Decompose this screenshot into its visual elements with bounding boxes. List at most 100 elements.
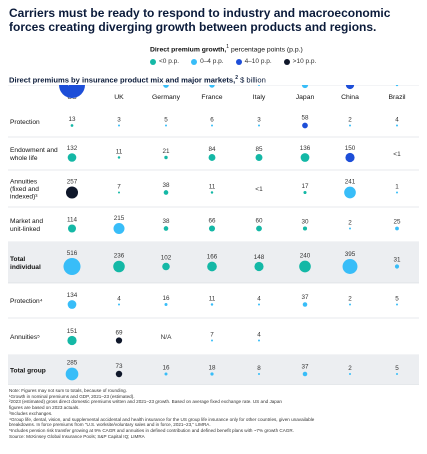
column-header: Italy xyxy=(253,94,266,101)
chart-subtitle: Direct premiums by insurance product mix… xyxy=(9,75,266,85)
cell-value: 5 xyxy=(395,296,399,303)
premium-bubble xyxy=(301,85,309,89)
footnote-line: ¹Growth in nominal premiums and GDP, 202… xyxy=(9,393,135,399)
premium-bubble xyxy=(118,303,120,306)
cell-value: 3 xyxy=(117,117,121,124)
column-header: China xyxy=(341,94,359,101)
cell-value: 4 xyxy=(395,117,399,124)
legend-title-rest: percentage points (p.p.) xyxy=(229,46,303,54)
premium-bubble xyxy=(211,124,213,127)
legend-label: >10 p.p. xyxy=(292,58,317,66)
premium-bubble xyxy=(118,124,120,127)
legend-title: Direct premium growth,1 percentage point… xyxy=(150,44,410,53)
cell-value: 134 xyxy=(67,292,78,299)
legend-title-bold: Direct premium growth, xyxy=(150,46,227,54)
column-header: UK xyxy=(114,94,124,101)
footnote-line: breakdowns. In force premiums from "U.S.… xyxy=(9,422,211,428)
premium-bubble xyxy=(258,303,260,306)
premium-bubble xyxy=(300,153,310,162)
premium-bubble xyxy=(67,224,77,233)
column-header: France xyxy=(201,94,222,101)
chart-subtitle-text: Direct premiums by insurance product mix… xyxy=(9,75,236,85)
premium-bubble xyxy=(65,367,79,381)
premium-bubble xyxy=(70,124,74,127)
column-header: Japan xyxy=(296,94,315,101)
row-label: Protection xyxy=(10,119,40,126)
premium-bubble xyxy=(164,155,168,160)
premium-bubble xyxy=(342,259,358,274)
cell-value: 285 xyxy=(67,360,78,367)
cell-value: 516 xyxy=(67,250,78,257)
premium-bubble xyxy=(67,300,77,309)
legend-swatch xyxy=(191,58,198,65)
premium-bubble xyxy=(302,226,308,231)
legend-label: 0–4 p.p. xyxy=(200,58,224,66)
row-label-line: Health xyxy=(10,85,29,87)
cell-value: 150 xyxy=(345,145,356,152)
cell-value: 5 xyxy=(164,117,168,124)
cell-value: 21 xyxy=(162,148,170,155)
footnote-line: Source: McKinsey Global Insurance Pools;… xyxy=(9,433,145,439)
premium-bubble xyxy=(257,372,261,376)
row-label-line: Annuities xyxy=(10,178,38,185)
row-label: Annuities (fixed and indexed)³ xyxy=(10,178,39,200)
cell-value: N/A xyxy=(114,85,126,87)
premium-bubble xyxy=(63,257,81,276)
cell-value: 73 xyxy=(115,363,123,370)
premium-bubble xyxy=(396,191,398,194)
cell-value: 11 xyxy=(209,295,216,302)
premium-bubble xyxy=(165,124,167,127)
footnote-line: Note: Figures may not sum to totals, bec… xyxy=(9,388,127,393)
cell-value: 1 xyxy=(395,184,399,191)
premium-bubble xyxy=(394,264,400,269)
premium-bubble xyxy=(113,260,125,273)
cell-value: 37 xyxy=(301,294,309,301)
premium-bubble xyxy=(303,190,307,195)
premium-bubble xyxy=(113,222,125,235)
cell-value: 4 xyxy=(117,296,121,303)
legend-swatch xyxy=(150,58,156,65)
premium-bubble xyxy=(59,85,85,98)
chart-subtitle-sup: 2 xyxy=(235,75,238,81)
legend-items: <0 p.p. 0–4 p.p. 4–10 p.p. >10 p.p. xyxy=(150,58,410,65)
cell-value: 17 xyxy=(301,183,309,190)
cell-value: 132 xyxy=(67,145,78,152)
cell-value: 25 xyxy=(393,219,401,226)
row-label-line: indexed)³ xyxy=(10,194,38,201)
cell-value: 38 xyxy=(162,218,170,225)
cell-value: 5 xyxy=(395,365,399,372)
cell-value: 151 xyxy=(67,328,78,335)
premium-bubble xyxy=(255,154,263,161)
premium-bubble xyxy=(208,225,216,232)
premium-bubble xyxy=(345,152,355,163)
premium-bubble xyxy=(254,261,264,272)
cell-value: 5 xyxy=(257,85,261,87)
footnote-line: ⁴Group life, dental, vision, and supplem… xyxy=(9,416,315,422)
row-label-line: Protection⁴ xyxy=(10,298,43,305)
premium-matrix-chart: USUKGermanyFranceItalyJapanChinaBrazilPr… xyxy=(8,85,419,385)
cell-value: 136 xyxy=(300,145,311,152)
row-label-line: (fixed and xyxy=(10,186,39,193)
cell-value: 38 xyxy=(162,182,170,189)
premium-bubble xyxy=(164,372,168,376)
cell-value: <1 xyxy=(255,186,263,193)
premium-bubble xyxy=(395,85,399,87)
premium-bubble xyxy=(210,372,214,376)
column-header: Germany xyxy=(152,94,181,101)
legend-item: <0 p.p. xyxy=(150,58,179,65)
footnote-line: ²2023 (estimated) gross direct domestic … xyxy=(9,399,282,405)
legend-title-sup: 1 xyxy=(226,44,230,50)
cell-value: 257 xyxy=(67,178,78,185)
cell-value: 395 xyxy=(345,251,356,258)
cell-value: 13 xyxy=(68,116,76,123)
premium-bubble xyxy=(349,303,351,306)
premium-bubble xyxy=(302,122,308,129)
cell-value: 16 xyxy=(162,364,170,371)
cell-value: 236 xyxy=(114,253,125,260)
cell-value: 148 xyxy=(254,254,265,261)
chart-subtitle-unit: $ billion xyxy=(237,75,266,85)
premium-bubble xyxy=(396,124,398,127)
cell-value: 7 xyxy=(210,332,214,339)
cell-value: 3 xyxy=(257,117,261,124)
cell-value: 1,200 xyxy=(64,85,81,87)
